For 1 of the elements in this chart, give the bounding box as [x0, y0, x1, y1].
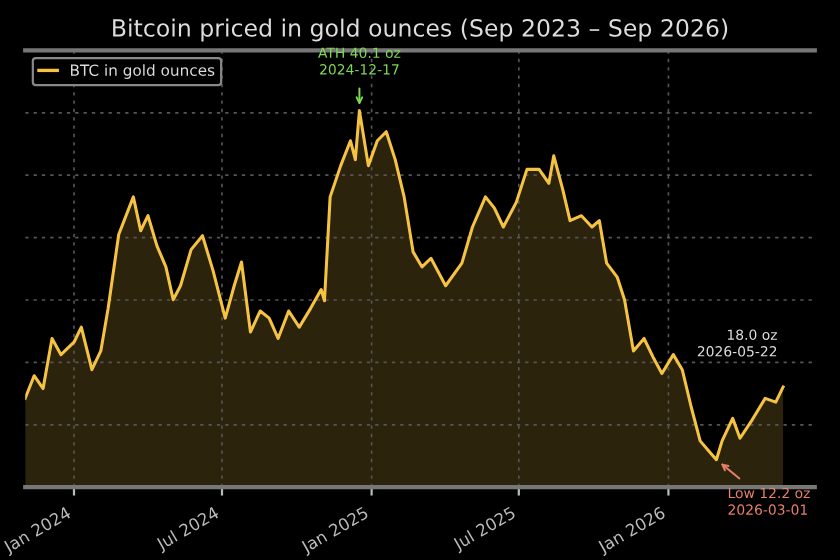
- chart-title: Bitcoin priced in gold ounces (Sep 2023 – Sep 2026): [113, 18, 728, 42]
